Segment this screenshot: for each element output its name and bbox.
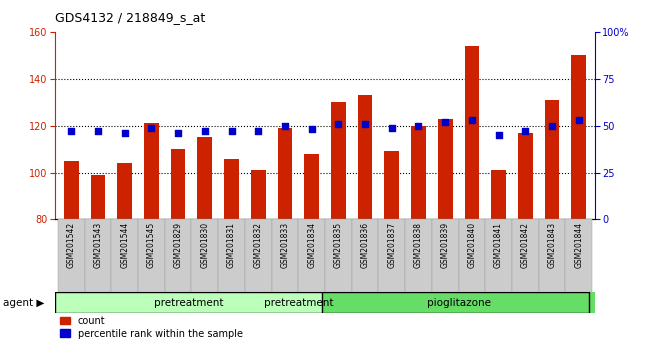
Point <box>547 123 557 129</box>
Point <box>120 130 130 136</box>
Point <box>306 127 317 132</box>
Bar <box>358 95 372 219</box>
Bar <box>111 219 138 292</box>
Point <box>200 129 210 134</box>
Text: pretreatment: pretreatment <box>154 298 224 308</box>
Text: GSM201837: GSM201837 <box>387 222 396 268</box>
Point <box>467 117 477 123</box>
Text: GSM201834: GSM201834 <box>307 222 316 268</box>
Bar <box>171 149 185 219</box>
Point <box>413 123 424 129</box>
Point <box>440 119 450 125</box>
Bar <box>331 102 346 219</box>
Bar <box>198 137 212 219</box>
Bar <box>432 219 458 292</box>
Text: GSM201830: GSM201830 <box>200 222 209 268</box>
Point <box>280 123 290 129</box>
Bar <box>491 170 506 219</box>
Text: agent ▶: agent ▶ <box>3 298 45 308</box>
Text: GSM201545: GSM201545 <box>147 222 156 268</box>
Bar <box>55 292 322 313</box>
Bar <box>465 46 479 219</box>
Bar <box>138 219 164 292</box>
Text: GSM201831: GSM201831 <box>227 222 236 268</box>
Text: GSM201829: GSM201829 <box>174 222 183 268</box>
Text: GSM201836: GSM201836 <box>361 222 370 268</box>
Text: GSM201835: GSM201835 <box>334 222 343 268</box>
Bar <box>58 219 84 292</box>
Text: GSM201542: GSM201542 <box>67 222 76 268</box>
Bar <box>438 119 452 219</box>
Bar <box>90 175 105 219</box>
Text: GSM201838: GSM201838 <box>414 222 423 268</box>
Bar <box>566 219 592 292</box>
Bar <box>304 154 319 219</box>
Point <box>226 129 237 134</box>
Point <box>146 125 157 130</box>
Bar <box>84 219 111 292</box>
Bar <box>539 219 566 292</box>
Text: GSM201840: GSM201840 <box>467 222 476 268</box>
Bar <box>486 219 512 292</box>
Bar <box>405 219 432 292</box>
Bar <box>272 219 298 292</box>
Bar <box>352 219 378 292</box>
Point <box>253 129 263 134</box>
Bar <box>118 163 132 219</box>
Bar <box>411 126 426 219</box>
Point <box>173 130 183 136</box>
Text: GSM201839: GSM201839 <box>441 222 450 268</box>
Point <box>520 129 530 134</box>
Text: pioglitazone: pioglitazone <box>426 298 491 308</box>
Point <box>93 129 103 134</box>
Point <box>573 117 584 123</box>
Bar <box>218 219 245 292</box>
Bar <box>518 133 532 219</box>
Bar <box>322 292 595 313</box>
Bar <box>545 100 560 219</box>
Bar <box>278 128 292 219</box>
Point <box>360 121 370 127</box>
Text: GSM201843: GSM201843 <box>547 222 556 268</box>
Bar <box>298 219 325 292</box>
Bar <box>245 219 272 292</box>
Bar <box>384 152 399 219</box>
Bar <box>192 219 218 292</box>
Text: GSM201844: GSM201844 <box>574 222 583 268</box>
Bar <box>571 55 586 219</box>
Bar <box>224 159 239 219</box>
Text: GSM201544: GSM201544 <box>120 222 129 268</box>
Text: GDS4132 / 218849_s_at: GDS4132 / 218849_s_at <box>55 11 205 24</box>
Text: GSM201841: GSM201841 <box>494 222 503 268</box>
Bar <box>251 170 266 219</box>
Bar <box>378 219 405 292</box>
Text: GSM201832: GSM201832 <box>254 222 263 268</box>
Bar <box>64 161 79 219</box>
Text: pretreatment: pretreatment <box>263 298 333 308</box>
Bar <box>144 123 159 219</box>
Point <box>493 132 504 138</box>
Point <box>333 121 344 127</box>
Text: GSM201842: GSM201842 <box>521 222 530 268</box>
Bar <box>512 219 539 292</box>
Bar <box>458 219 486 292</box>
Text: GSM201543: GSM201543 <box>94 222 103 268</box>
Point <box>66 129 77 134</box>
Bar <box>164 219 192 292</box>
Point <box>387 125 397 130</box>
Legend: count, percentile rank within the sample: count, percentile rank within the sample <box>60 316 242 338</box>
Text: GSM201833: GSM201833 <box>280 222 289 268</box>
Bar <box>325 219 352 292</box>
